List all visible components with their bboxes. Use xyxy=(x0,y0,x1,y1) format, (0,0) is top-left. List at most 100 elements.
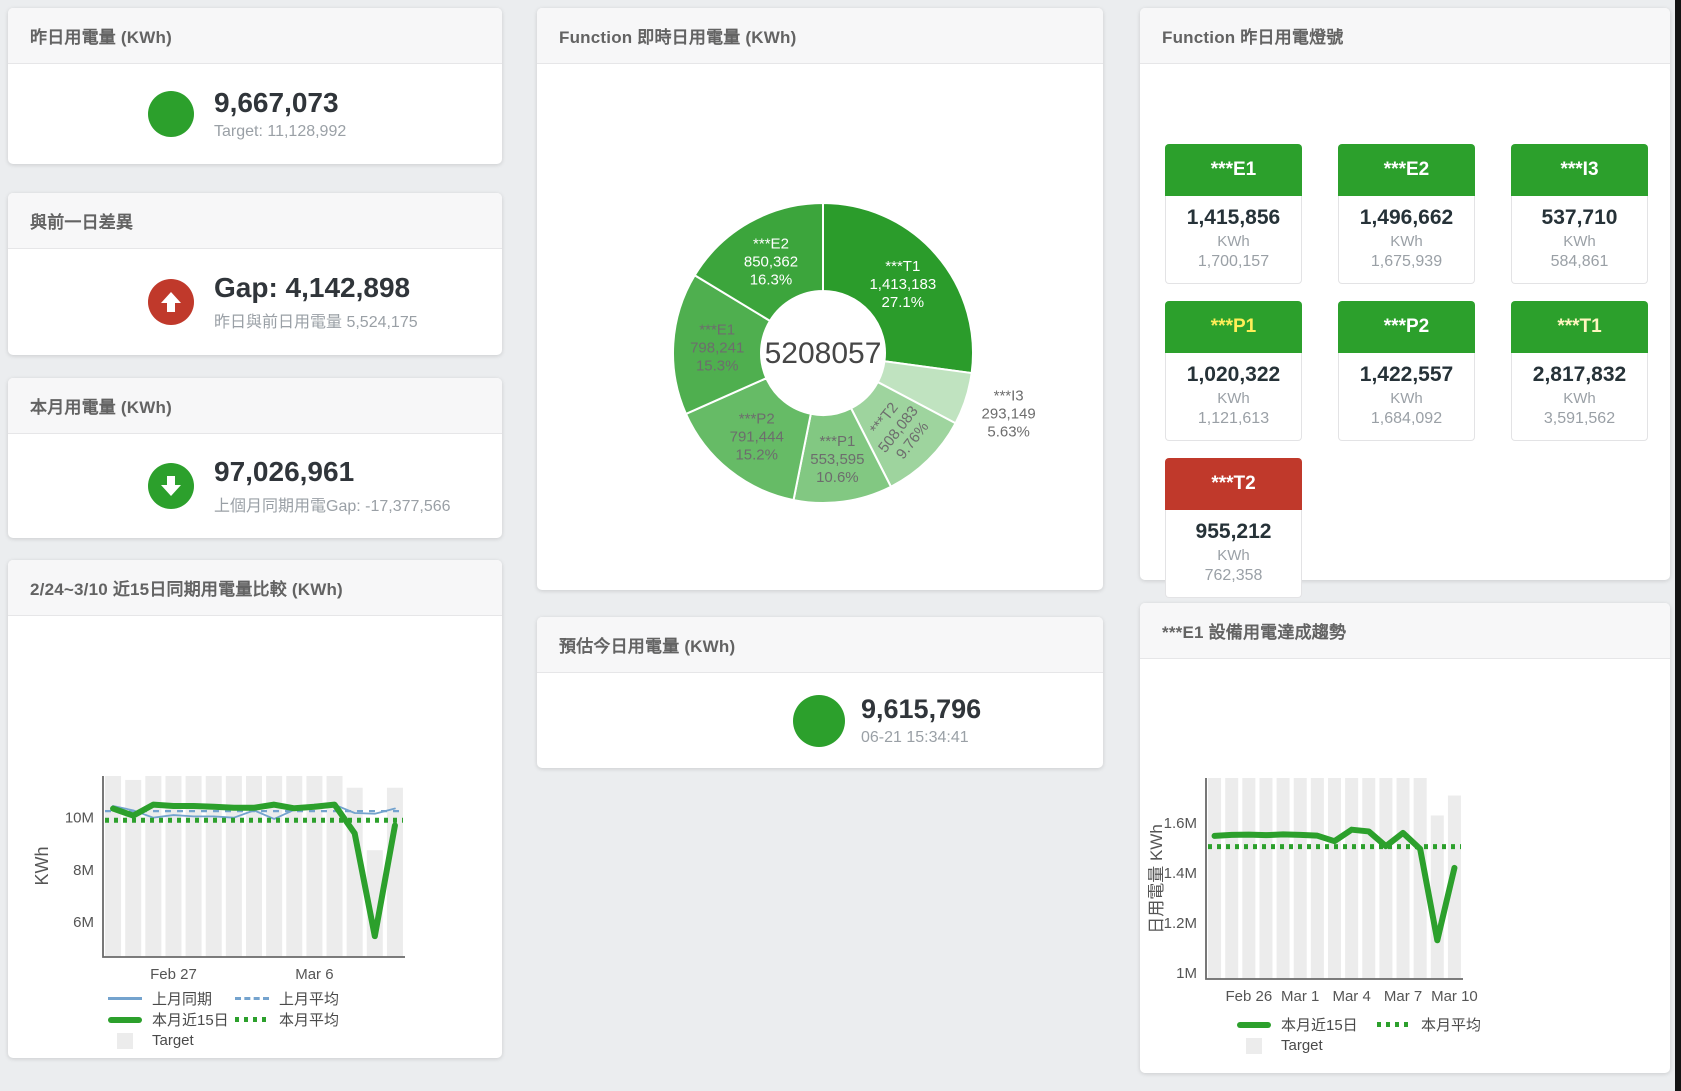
target-bar[interactable] xyxy=(1328,778,1341,979)
target-bar[interactable] xyxy=(1293,778,1307,979)
target-bar[interactable] xyxy=(386,787,403,957)
light-tile-unit: KWh xyxy=(1390,233,1423,250)
target-bar[interactable] xyxy=(306,776,323,957)
target-bar[interactable] xyxy=(145,776,162,957)
y-axis-tick: 1.6M xyxy=(1164,815,1197,832)
blue-line-swatch-icon xyxy=(108,997,142,1000)
light-tile-body: 1,020,322 KWh 1,121,613 xyxy=(1165,353,1302,441)
series-line[interactable] xyxy=(110,801,398,940)
pie-slice-label: ***E1 798,241 15.3% xyxy=(690,321,744,374)
light-tile: ***T2 955,212 KWh 762,358 xyxy=(1165,458,1302,598)
gray-square-swatch-icon xyxy=(1246,1037,1262,1054)
pie-slice-E2[interactable] xyxy=(693,201,824,323)
x-axis-tick: Feb 27 xyxy=(150,966,197,983)
pie-slice-label: ***P1 553,595 10.6% xyxy=(810,433,864,486)
pie-slice-T1[interactable] xyxy=(822,201,974,375)
realtime-pie-chart[interactable]: ***T1 1,413,183 27.1% ***I3 293,149 5.63% ***T… xyxy=(537,64,1103,590)
legend-item-gray-square[interactable]: Target xyxy=(1237,1037,1323,1054)
target-bar[interactable] xyxy=(125,779,142,957)
light-tile-target: 1,675,939 xyxy=(1370,253,1443,270)
window-edge xyxy=(1675,0,1681,1091)
light-tile-unit: KWh xyxy=(1390,390,1423,407)
pie-center-total: 5208057 xyxy=(765,337,882,370)
target-bar[interactable] xyxy=(1362,778,1376,979)
x-axis-tick: Mar 6 xyxy=(295,966,333,983)
light-tile-unit: KWh xyxy=(1217,233,1250,250)
target-bar[interactable] xyxy=(105,776,122,957)
legend-row: Target xyxy=(108,1030,339,1051)
target-bar[interactable] xyxy=(286,776,303,957)
legend-label: 上月同期 xyxy=(152,991,213,1008)
legend-item-green-thick[interactable]: 本月近15日 xyxy=(1237,1014,1377,1035)
target-bar[interactable] xyxy=(1259,778,1273,979)
panel-title: 昨日用電量 (KWh) xyxy=(30,28,172,47)
light-tile-body: 955,212 KWh 762,358 xyxy=(1165,510,1302,598)
legend-item-blue-dashed[interactable]: 上月平均 xyxy=(235,988,339,1009)
status-circle-icon xyxy=(793,694,845,747)
target-bar[interactable] xyxy=(246,776,262,957)
target-bar[interactable] xyxy=(1208,778,1222,979)
target-bar[interactable] xyxy=(205,776,222,957)
pie-slice-E1[interactable] xyxy=(672,273,772,416)
target-bar[interactable] xyxy=(225,776,242,957)
chart-axes xyxy=(102,776,405,958)
e1-trend-chart[interactable]: 1M 1.2M 1.4M 1.6M Feb 26 Mar 1 Mar 4 Mar 7 Mar 1… xyxy=(1140,659,1670,1059)
legend-label: 本月平均 xyxy=(1421,1017,1482,1034)
gap-value: Gap: 4,142,898 xyxy=(214,271,411,303)
panel-yesterday-usage: 昨日用電量 (KWh) 9,667,073 Target: 11,128,992 xyxy=(8,8,502,164)
y-axis-tick: 1.2M xyxy=(1164,915,1197,932)
comparison-chart[interactable]: 6M 8M 10M Feb 27 Mar 6 KWh xyxy=(8,616,502,1036)
target-bar[interactable] xyxy=(1276,778,1290,979)
light-tile-unit: KWh xyxy=(1217,390,1250,407)
series-line[interactable] xyxy=(1211,826,1458,944)
pie-slice-label: ***E2 850,362 16.3% xyxy=(744,236,798,289)
panel-15day-comparison: 2/24~3/10 近15日同期用電量比較 (KWh) 6M 8M 10M Feb 2… xyxy=(8,560,502,1058)
x-axis-tick: Mar 4 xyxy=(1332,988,1370,1005)
legend-label: Target xyxy=(152,1032,194,1049)
legend-item-green-thick[interactable]: 本月近15日 xyxy=(108,1009,235,1030)
blue-dashed-swatch-icon xyxy=(235,997,269,1000)
target-bar[interactable] xyxy=(1242,778,1256,979)
panel-e1-trend: ***E1 設備用電達成趨勢 1M 1.2M 1.4M 1.6M Feb 26 Mar 1… xyxy=(1140,603,1670,1073)
panel-title: Function 即時日用電量 (KWh) xyxy=(559,28,797,47)
legend-item-gray-square[interactable]: Target xyxy=(108,1032,194,1049)
panel-title: 預估今日用電量 (KWh) xyxy=(559,637,736,656)
light-tile-header: ***T1 xyxy=(1511,301,1648,353)
y-axis-label: 日用電量 KWh xyxy=(1147,824,1166,934)
target-bar[interactable] xyxy=(1413,778,1427,979)
light-tile-unit: KWh xyxy=(1563,390,1596,407)
legend-item-green-dotted[interactable]: 本月平均 xyxy=(235,1009,339,1030)
legend-label: 本月近15日 xyxy=(152,1012,229,1029)
y-axis-tick: 1.4M xyxy=(1164,865,1197,882)
target-bar[interactable] xyxy=(1310,778,1324,979)
light-tile: ***P2 1,422,557 KWh 1,684,092 xyxy=(1338,301,1475,441)
light-tile-value: 955,212 xyxy=(1195,520,1272,543)
x-axis-tick: Mar 10 xyxy=(1431,988,1478,1005)
target-bar[interactable] xyxy=(1396,778,1410,979)
panel-title: ***E1 設備用電達成趨勢 xyxy=(1162,623,1347,642)
target-bar[interactable] xyxy=(1225,778,1239,979)
light-tile: ***E2 1,496,662 KWh 1,675,939 xyxy=(1338,144,1475,284)
panel-title: 本月用電量 (KWh) xyxy=(30,398,172,417)
legend-row: Target xyxy=(1237,1035,1481,1056)
panel-header: 預估今日用電量 (KWh) xyxy=(537,617,1103,673)
estimate-value: 9,615,796 xyxy=(861,693,982,724)
panel-realtime-pie: Function 即時日用電量 (KWh) ***T1 1,413,183 27.1… xyxy=(537,8,1103,590)
legend-item-green-dotted[interactable]: 本月平均 xyxy=(1377,1014,1481,1035)
target-bar[interactable] xyxy=(1430,815,1444,979)
gap-subtitle: 昨日與前日用電量 5,524,175 xyxy=(214,314,418,332)
status-circle-icon xyxy=(148,91,194,137)
panel-title: 2/24~3/10 近15日同期用電量比較 (KWh) xyxy=(30,580,343,599)
target-bar[interactable] xyxy=(1379,778,1393,979)
x-axis-tick: Mar 1 xyxy=(1281,988,1319,1005)
legend-row: 本月近15日 本月平均 xyxy=(1237,1014,1481,1035)
light-tile-value: 2,817,832 xyxy=(1532,363,1627,386)
target-bar[interactable] xyxy=(1345,778,1359,979)
y-axis-tick: 1M xyxy=(1176,965,1197,982)
light-tile-header: ***E2 xyxy=(1338,144,1475,196)
light-tile-body: 537,710 KWh 584,861 xyxy=(1511,196,1648,284)
target-bar[interactable] xyxy=(1447,795,1461,979)
light-tile: ***I3 537,710 KWh 584,861 xyxy=(1511,144,1648,284)
pie-slice-P2[interactable] xyxy=(684,376,812,502)
legend-item-blue-line[interactable]: 上月同期 xyxy=(108,988,235,1009)
